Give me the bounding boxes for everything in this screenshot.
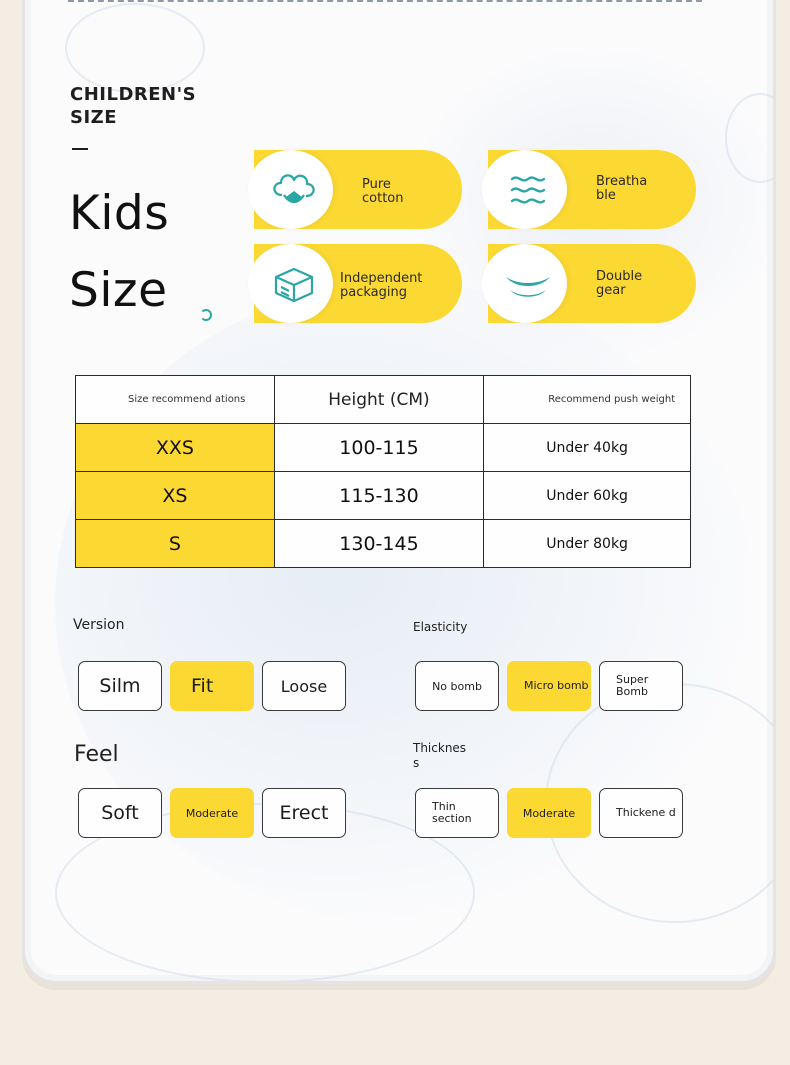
elasticity-option-no-bomb[interactable]: No bomb	[415, 661, 499, 711]
elasticity-option-micro-bomb[interactable]: Micro bomb	[507, 661, 591, 711]
feel-label: Feel	[74, 742, 119, 767]
version-option-fit[interactable]: Fit	[170, 661, 254, 711]
size-cell: XS	[75, 471, 275, 520]
size-table: Size recommend ations Height (CM) Recomm…	[75, 375, 691, 568]
package-box-icon	[274, 267, 314, 303]
title-size: Size	[69, 263, 168, 318]
feature-label: Breatha ble	[596, 174, 648, 203]
thickness-option-thickened[interactable]: Thickene d	[599, 788, 683, 838]
feature-pure-cotton: Pure cotton	[248, 150, 462, 229]
cotton-flower-icon	[273, 174, 315, 204]
weight-cell: Under 80kg	[483, 519, 691, 568]
feature-label: Independent packaging	[340, 271, 423, 300]
table-header-row: Size recommend ations Height (CM) Recomm…	[75, 375, 691, 424]
height-cell: 100-115	[273, 423, 485, 472]
header-height: Height (CM)	[273, 375, 485, 424]
top-dashed-line	[68, 0, 702, 2]
size-cell: XXS	[75, 423, 275, 472]
thickness-option-thin-section[interactable]: Thin section	[415, 788, 499, 838]
feel-option-soft[interactable]: Soft	[78, 788, 162, 838]
feature-double-gear: Double gear	[482, 244, 696, 323]
height-cell: 115-130	[273, 471, 485, 520]
feature-breathable: Breatha ble	[482, 150, 696, 229]
weight-cell: Under 60kg	[483, 471, 691, 520]
feature-independent-packaging: Independent packaging	[248, 244, 462, 323]
version-option-silm[interactable]: Silm	[78, 661, 162, 711]
height-cell: 130-145	[273, 519, 485, 568]
size-cell: S	[75, 519, 275, 568]
table-row: S 130-145 Under 80kg	[75, 519, 691, 568]
title-kids: Kids	[69, 186, 170, 241]
elasticity-label: Elasticity	[413, 620, 468, 634]
table-row: XXS 100-115 Under 40kg	[75, 423, 691, 472]
version-option-loose[interactable]: Loose	[262, 661, 346, 711]
elasticity-option-super-bomb[interactable]: Super Bomb	[599, 661, 683, 711]
feature-label: Pure cotton	[362, 177, 404, 206]
decorative-arc	[200, 309, 212, 321]
header-weight: Recommend push weight	[483, 375, 691, 424]
heading-underline	[72, 148, 88, 150]
feature-icon-disc	[482, 150, 567, 229]
feature-label: Double gear	[596, 269, 643, 298]
section-heading: CHILDREN'S SIZE	[70, 84, 197, 128]
thickness-label: Thicknes s	[413, 741, 467, 770]
feel-option-moderate[interactable]: Moderate	[170, 788, 254, 838]
breathable-waves-icon	[510, 176, 546, 204]
feature-icon-disc	[248, 150, 333, 229]
version-label: Version	[73, 617, 125, 633]
header-size: Size recommend ations	[75, 375, 275, 424]
weight-cell: Under 40kg	[483, 423, 691, 472]
thickness-option-moderate[interactable]: Moderate	[507, 788, 591, 838]
double-gear-icon	[506, 277, 550, 297]
feel-option-erect[interactable]: Erect	[262, 788, 346, 838]
table-row: XS 115-130 Under 60kg	[75, 471, 691, 520]
decorative-cloud	[65, 3, 205, 93]
